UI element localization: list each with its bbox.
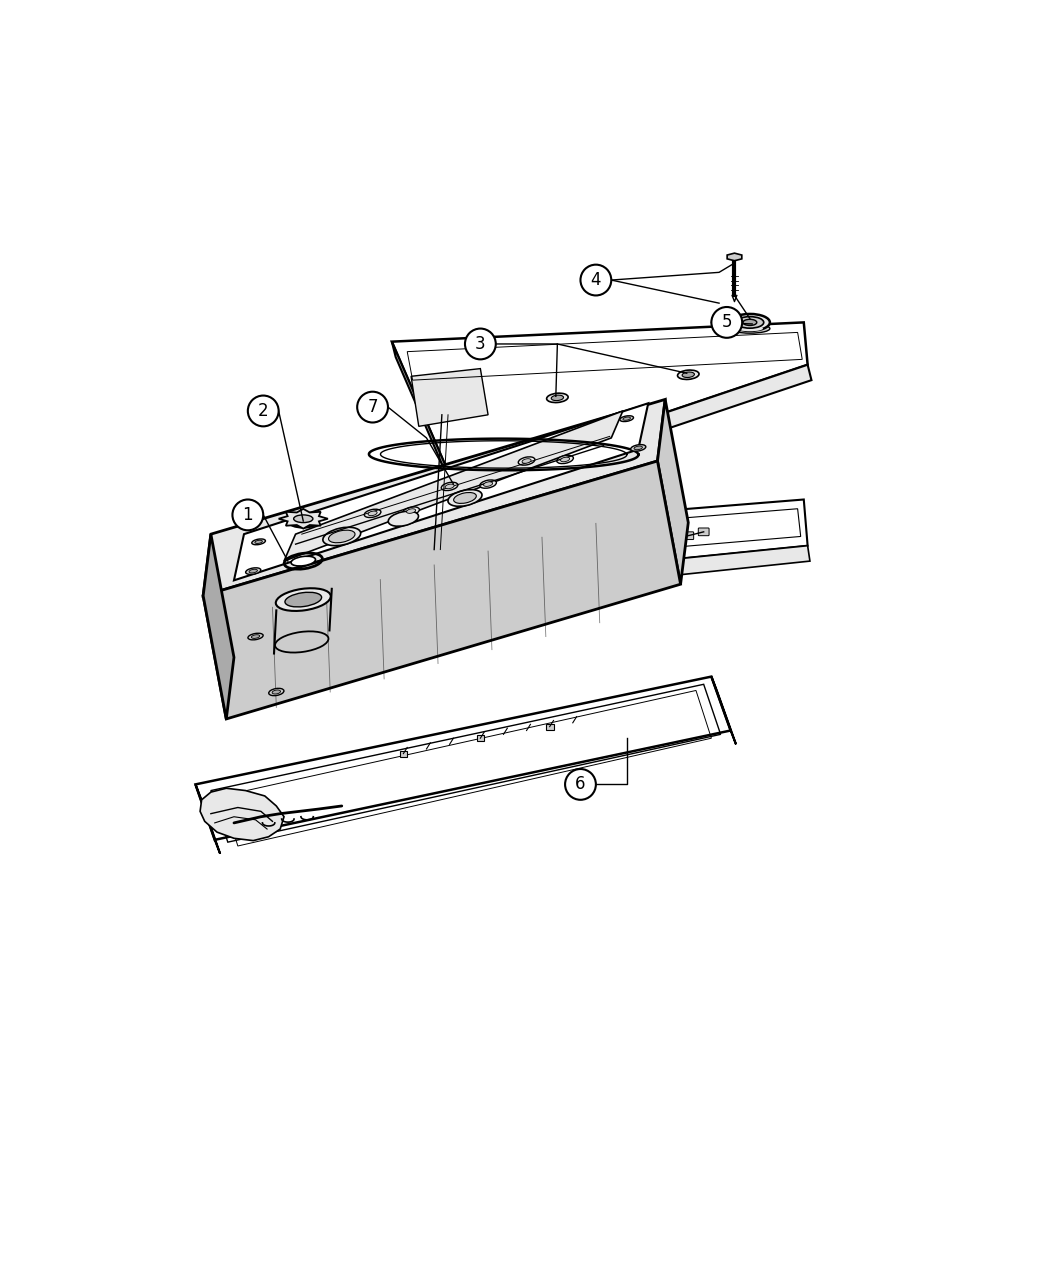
Ellipse shape	[388, 511, 419, 527]
Circle shape	[357, 391, 388, 422]
Polygon shape	[278, 509, 328, 529]
PathPatch shape	[422, 500, 807, 584]
PathPatch shape	[392, 323, 807, 484]
Ellipse shape	[337, 536, 346, 541]
PathPatch shape	[392, 342, 458, 500]
FancyBboxPatch shape	[399, 751, 407, 756]
Ellipse shape	[682, 372, 694, 377]
Ellipse shape	[403, 507, 419, 515]
Ellipse shape	[294, 515, 313, 523]
Circle shape	[232, 500, 264, 530]
Ellipse shape	[623, 417, 630, 421]
Ellipse shape	[730, 314, 770, 332]
Ellipse shape	[269, 688, 284, 696]
Ellipse shape	[276, 588, 331, 611]
Ellipse shape	[631, 445, 646, 451]
Circle shape	[248, 395, 278, 426]
Circle shape	[565, 769, 596, 799]
Ellipse shape	[484, 482, 492, 486]
PathPatch shape	[234, 403, 648, 580]
Ellipse shape	[248, 634, 264, 640]
Polygon shape	[728, 254, 741, 261]
Text: 5: 5	[721, 314, 732, 332]
Text: 1: 1	[243, 506, 253, 524]
Ellipse shape	[547, 393, 568, 403]
Ellipse shape	[322, 528, 361, 546]
Text: 2: 2	[258, 402, 269, 419]
Ellipse shape	[406, 509, 416, 514]
PathPatch shape	[454, 365, 812, 500]
Ellipse shape	[255, 541, 262, 543]
Ellipse shape	[551, 395, 564, 400]
Ellipse shape	[743, 319, 757, 325]
Polygon shape	[201, 788, 284, 840]
PathPatch shape	[204, 462, 680, 719]
Ellipse shape	[556, 455, 573, 464]
Ellipse shape	[736, 316, 763, 328]
Ellipse shape	[275, 631, 329, 653]
PathPatch shape	[657, 399, 689, 584]
Ellipse shape	[285, 593, 321, 607]
PathPatch shape	[204, 399, 666, 595]
Ellipse shape	[561, 458, 569, 462]
Ellipse shape	[252, 539, 266, 544]
Ellipse shape	[448, 490, 482, 506]
Ellipse shape	[369, 511, 377, 515]
Ellipse shape	[334, 534, 350, 542]
Text: 3: 3	[475, 335, 486, 353]
Ellipse shape	[364, 509, 381, 518]
Ellipse shape	[480, 479, 497, 488]
Ellipse shape	[519, 456, 534, 465]
PathPatch shape	[195, 784, 220, 854]
FancyBboxPatch shape	[668, 527, 678, 534]
Ellipse shape	[677, 370, 699, 380]
Ellipse shape	[291, 556, 315, 566]
Ellipse shape	[730, 324, 770, 333]
PathPatch shape	[284, 411, 623, 561]
PathPatch shape	[204, 534, 234, 719]
Ellipse shape	[454, 492, 477, 504]
Ellipse shape	[634, 446, 643, 450]
PathPatch shape	[712, 677, 736, 745]
FancyBboxPatch shape	[698, 528, 709, 536]
Text: 6: 6	[575, 775, 586, 793]
FancyBboxPatch shape	[477, 736, 484, 741]
Ellipse shape	[249, 569, 257, 572]
Ellipse shape	[522, 459, 531, 463]
FancyBboxPatch shape	[546, 724, 553, 729]
Text: 4: 4	[590, 272, 601, 289]
Ellipse shape	[737, 326, 763, 332]
Circle shape	[581, 265, 611, 296]
Ellipse shape	[246, 567, 260, 575]
PathPatch shape	[426, 546, 810, 601]
Text: 7: 7	[368, 398, 378, 416]
Ellipse shape	[329, 530, 355, 543]
Ellipse shape	[251, 635, 259, 639]
PathPatch shape	[412, 368, 488, 426]
PathPatch shape	[195, 677, 731, 840]
Circle shape	[465, 329, 496, 360]
Ellipse shape	[445, 484, 454, 488]
Ellipse shape	[441, 482, 458, 491]
Circle shape	[712, 307, 742, 338]
Ellipse shape	[620, 416, 633, 422]
FancyBboxPatch shape	[682, 532, 694, 539]
Ellipse shape	[272, 690, 280, 694]
